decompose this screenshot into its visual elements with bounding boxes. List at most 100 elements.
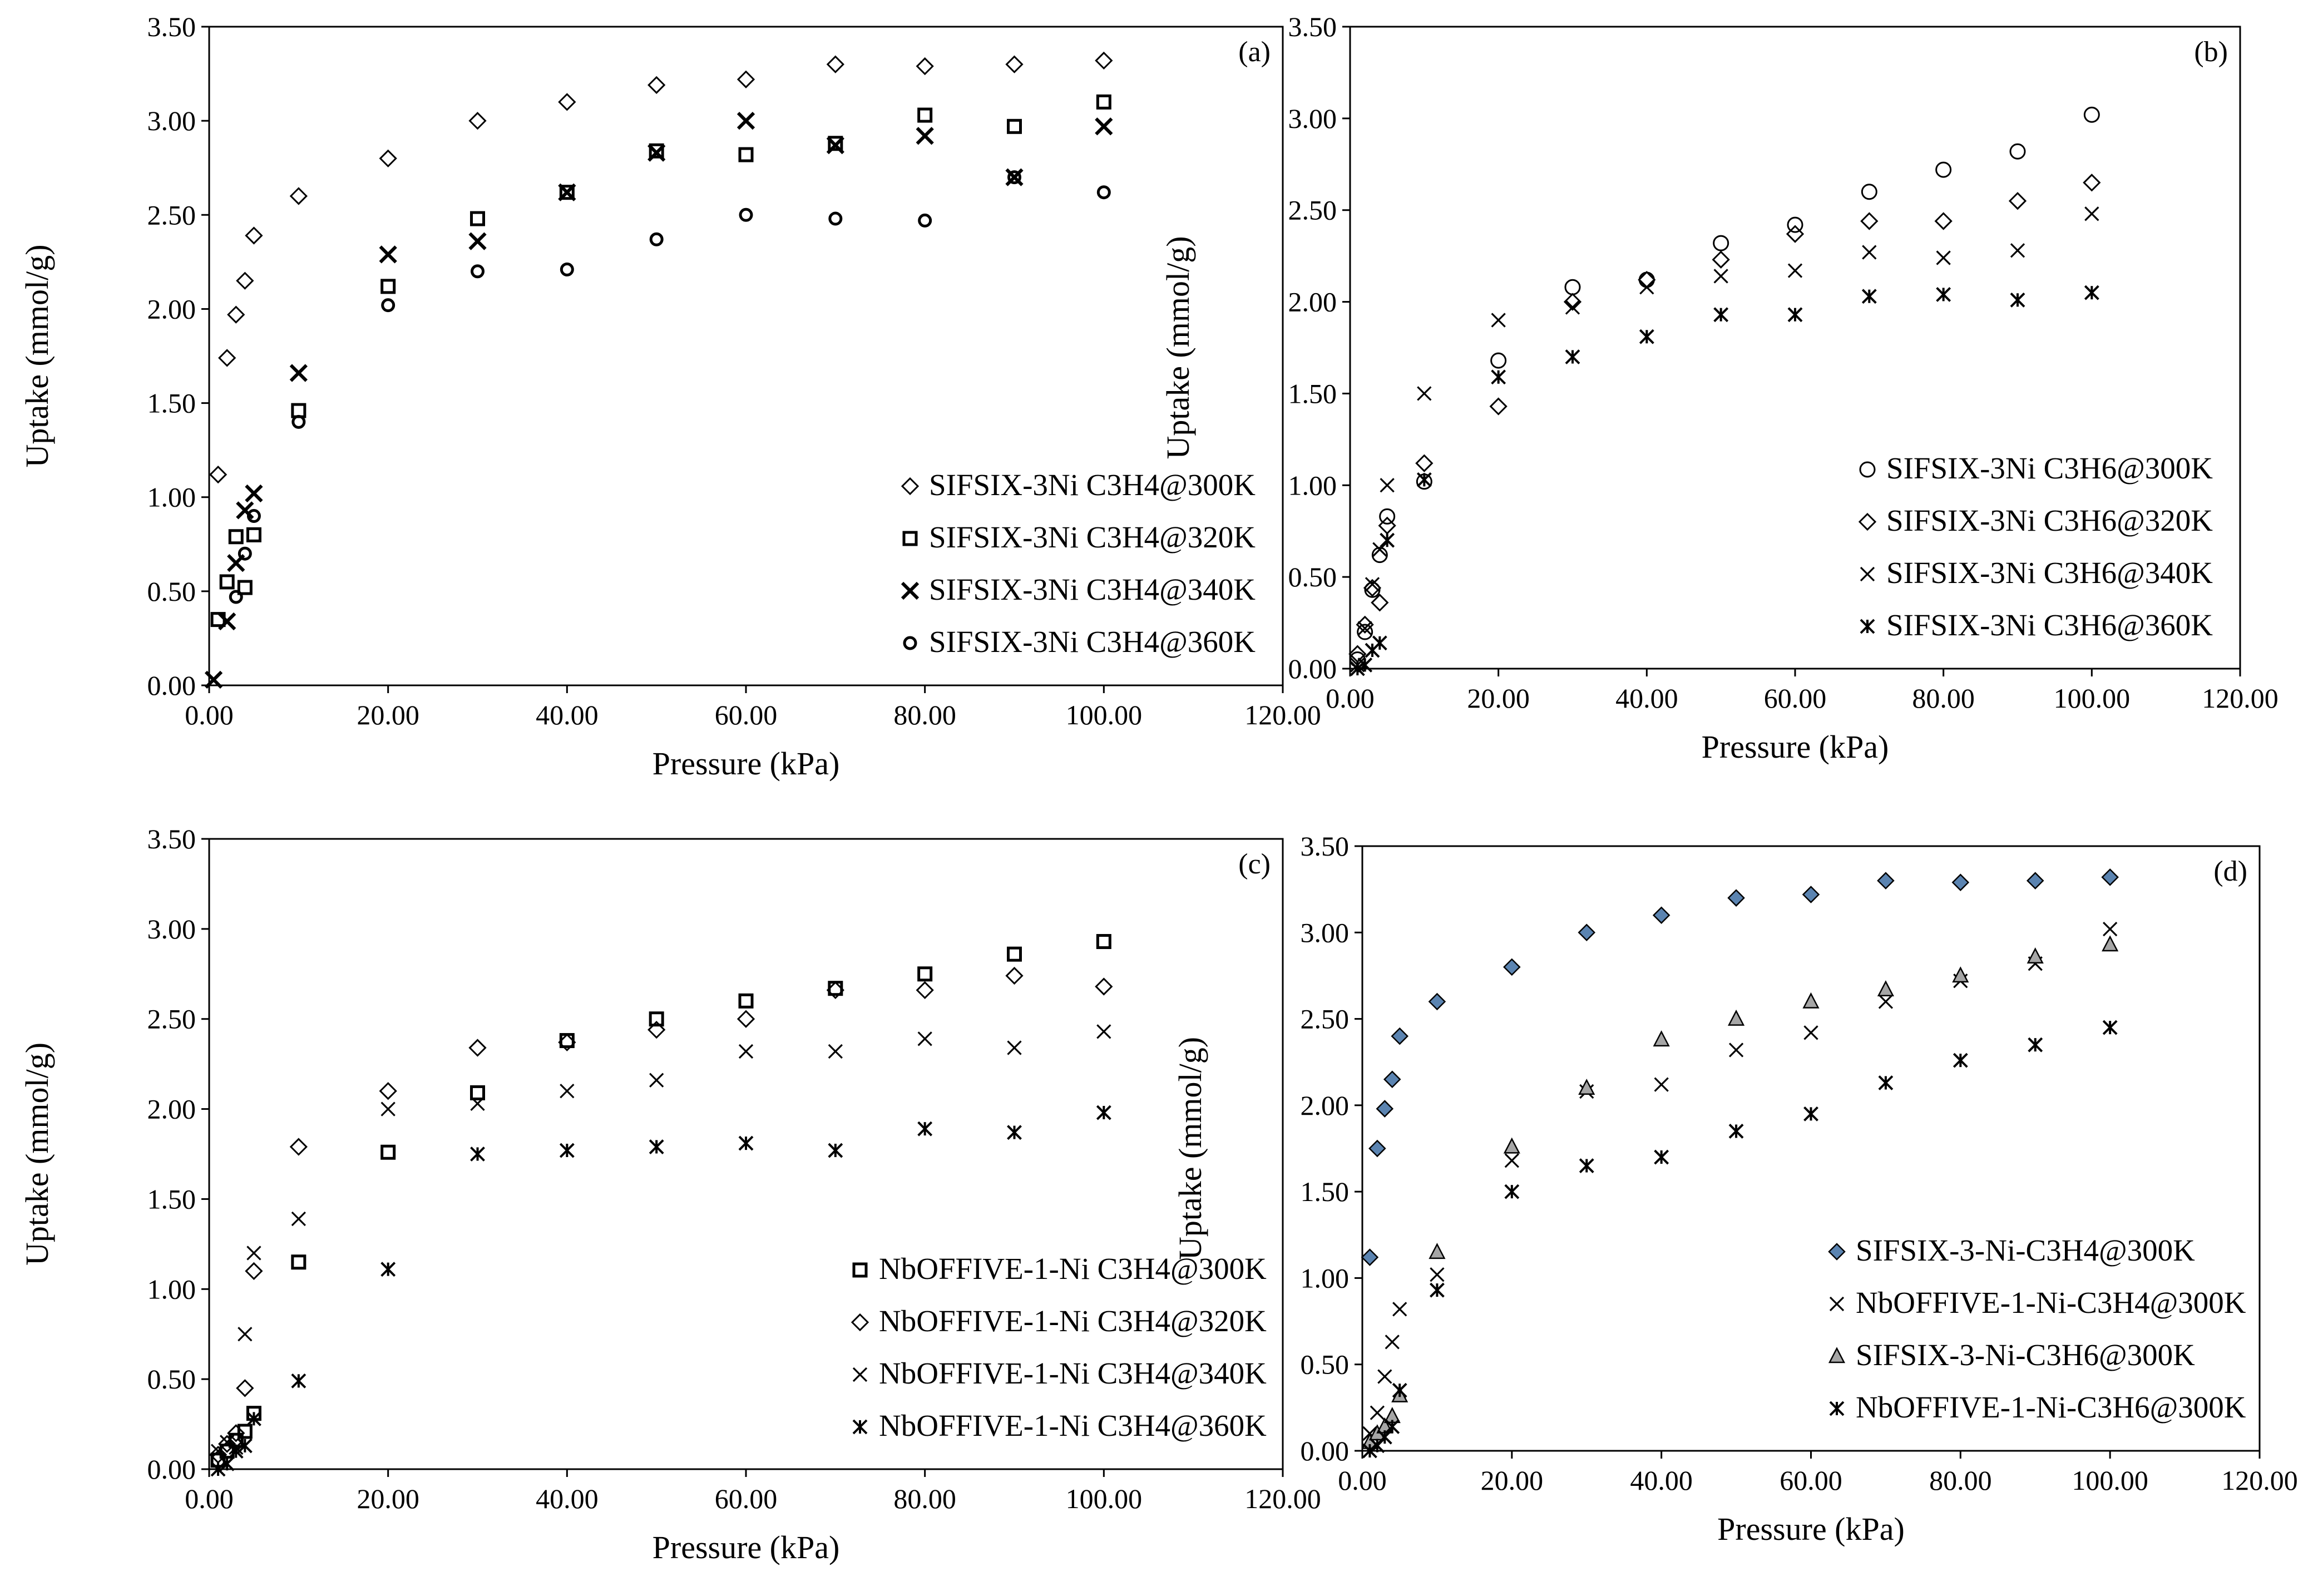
data-point bbox=[246, 509, 261, 523]
data-point bbox=[1380, 532, 1395, 548]
series-4 bbox=[229, 170, 1111, 604]
y-tick-label: 0.50 bbox=[147, 576, 196, 607]
legend-marker bbox=[1860, 566, 1875, 582]
series-4 bbox=[1350, 285, 2099, 676]
data-point bbox=[737, 70, 755, 88]
data-point bbox=[1005, 55, 1024, 73]
data-point bbox=[2084, 285, 2099, 300]
panel-2: 0.00 0.50 1.00 1.50 2.00 2.50 3.00 3.50 0.00 20.0… bbox=[1160, 11, 2279, 765]
data-point bbox=[1861, 289, 1877, 304]
x-tick-label: 40.00 bbox=[1630, 1465, 1693, 1496]
data-point bbox=[1392, 1382, 1407, 1398]
data-point bbox=[1383, 1070, 1401, 1089]
data-point bbox=[1416, 472, 1432, 487]
legend-marker bbox=[852, 1262, 868, 1278]
data-point bbox=[1095, 977, 1113, 996]
y-tick-label: 3.00 bbox=[147, 913, 196, 945]
y-tick-label: 2.00 bbox=[1288, 286, 1337, 318]
x-axis-title: Pressure (kPa) bbox=[653, 1529, 840, 1565]
data-point bbox=[1563, 293, 1582, 311]
data-point bbox=[380, 1144, 396, 1160]
legend-marker bbox=[1858, 512, 1877, 531]
data-point bbox=[1564, 279, 1581, 295]
data-point bbox=[648, 1021, 666, 1039]
legend-marker bbox=[901, 477, 920, 496]
data-point bbox=[1713, 269, 1728, 284]
data-point bbox=[468, 232, 487, 250]
data-point bbox=[2103, 921, 2118, 937]
data-point bbox=[2083, 106, 2100, 123]
data-point bbox=[828, 211, 843, 226]
data-point bbox=[1489, 397, 1508, 416]
data-point bbox=[228, 529, 244, 545]
y-axis-title: Uptake (mmol/g) bbox=[1172, 1037, 1208, 1260]
data-point bbox=[470, 1147, 485, 1162]
data-point bbox=[649, 1073, 664, 1088]
data-point bbox=[246, 527, 261, 542]
data-point bbox=[380, 279, 396, 294]
data-point bbox=[1096, 934, 1111, 950]
data-point bbox=[1096, 185, 1111, 200]
data-point bbox=[1392, 1302, 1407, 1317]
data-point bbox=[1802, 992, 1820, 1009]
data-point bbox=[1787, 307, 1803, 323]
x-tick-label: 100.00 bbox=[2054, 683, 2131, 714]
x-axis-title: Pressure (kPa) bbox=[1717, 1511, 1905, 1547]
legend-marker bbox=[1829, 1401, 1845, 1416]
data-point bbox=[649, 232, 664, 246]
data-point bbox=[1379, 508, 1396, 525]
data-point bbox=[1007, 1125, 1022, 1140]
legend-label: NbOFFIVE-1-Ni C3H4@360K bbox=[879, 1409, 1267, 1442]
legend-label: SIFSIX-3Ni C3H6@300K bbox=[1886, 451, 2213, 485]
data-point bbox=[1371, 547, 1388, 564]
data-point bbox=[1951, 873, 1970, 891]
legend-label: NbOFFIVE-1-Ni-C3H4@300K bbox=[1856, 1286, 2246, 1320]
x-tick-label: 60.00 bbox=[1764, 683, 1827, 714]
data-point bbox=[1877, 980, 1894, 997]
data-point bbox=[2009, 143, 2026, 160]
data-point bbox=[1417, 386, 1432, 401]
data-point bbox=[291, 1254, 307, 1270]
data-point bbox=[737, 112, 755, 130]
data-point bbox=[204, 670, 223, 689]
panel-1: 0.00 0.50 1.00 1.50 2.00 2.50 3.00 3.50 0.00 20.0… bbox=[19, 11, 1321, 782]
legend-label: SIFSIX-3Ni C3H4@300K bbox=[929, 468, 1256, 502]
x-tick-label: 100.00 bbox=[1066, 1483, 1143, 1514]
x-tick-label: 100.00 bbox=[2072, 1465, 2148, 1496]
y-tick-label: 2.50 bbox=[147, 1004, 196, 1035]
data-point bbox=[236, 501, 254, 520]
data-point bbox=[1365, 577, 1380, 592]
data-point bbox=[1007, 946, 1022, 962]
data-point bbox=[2010, 243, 2025, 258]
data-point bbox=[289, 1138, 308, 1156]
data-point bbox=[470, 1096, 485, 1111]
data-point bbox=[209, 465, 228, 484]
y-tick-label: 3.50 bbox=[1288, 11, 1337, 42]
y-tick-label: 2.00 bbox=[147, 293, 196, 324]
data-point bbox=[1370, 1405, 1385, 1420]
panel-label: (c) bbox=[1238, 848, 1271, 880]
data-point bbox=[1652, 906, 1670, 924]
data-point bbox=[379, 1082, 397, 1100]
data-point bbox=[1786, 225, 1805, 243]
data-point bbox=[648, 144, 666, 162]
data-point bbox=[1095, 51, 1113, 70]
y-tick-label: 0.00 bbox=[147, 670, 196, 701]
y-tick-label: 2.50 bbox=[1288, 195, 1337, 226]
data-point bbox=[1728, 1042, 1744, 1058]
data-point bbox=[1391, 1027, 1408, 1045]
legend-label: SIFSIX-3Ni C3H4@360K bbox=[929, 625, 1256, 659]
data-point bbox=[1363, 579, 1382, 597]
data-point bbox=[1361, 1248, 1379, 1266]
x-axis-title: Pressure (kPa) bbox=[1702, 729, 1889, 765]
data-point bbox=[917, 107, 933, 123]
y-tick-label: 0.00 bbox=[147, 1454, 196, 1485]
y-tick-label: 1.50 bbox=[1288, 378, 1337, 409]
y-tick-label: 3.00 bbox=[1301, 917, 1350, 948]
y-tick-label: 0.50 bbox=[147, 1363, 196, 1395]
data-point bbox=[291, 414, 306, 429]
data-point bbox=[1385, 1335, 1400, 1350]
data-point bbox=[1377, 1429, 1392, 1445]
x-tick-label: 40.00 bbox=[536, 699, 599, 730]
